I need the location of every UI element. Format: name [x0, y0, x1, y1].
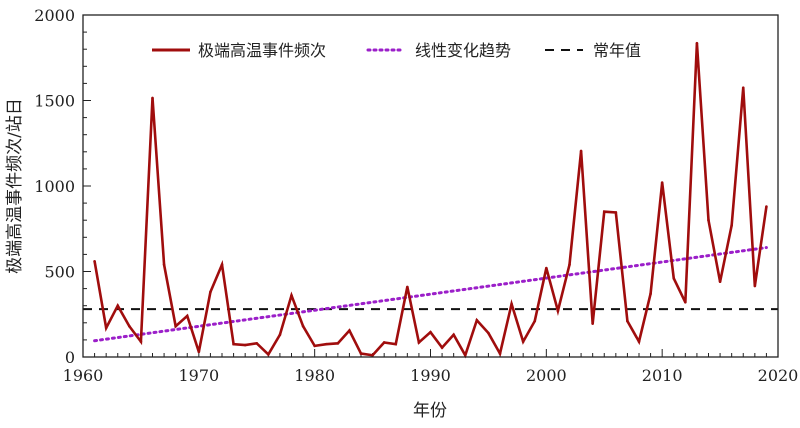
data-point: [348, 329, 351, 332]
y-tick-label: 2000: [34, 6, 75, 25]
data-point: [498, 352, 502, 355]
data-point: [174, 324, 177, 328]
data-point: [104, 326, 108, 330]
data-point: [614, 211, 618, 214]
data-point: [487, 331, 490, 335]
data-point: [128, 324, 131, 328]
y-axis-label: 极端高温事件频次/站日: [5, 98, 25, 274]
legend-label-normal: 常年值: [593, 41, 641, 60]
data-point: [290, 294, 293, 297]
data-point: [741, 86, 745, 89]
y-tick-label: 0: [65, 348, 75, 367]
plot-frame: [82, 14, 779, 358]
y-tick-label: 1500: [34, 92, 75, 111]
data-point: [417, 341, 421, 344]
data-point: [185, 314, 189, 318]
data-point: [371, 353, 374, 357]
data-point: [718, 280, 722, 284]
data-point: [684, 300, 687, 304]
data-point: [429, 330, 432, 334]
data-point: [93, 259, 96, 263]
data-point: [301, 324, 305, 328]
data-point: [568, 263, 571, 266]
x-tick-label: 1970: [178, 366, 219, 385]
data-point: [324, 342, 328, 346]
data-point: [521, 340, 525, 343]
data-point: [649, 292, 652, 296]
data-point: [510, 302, 513, 306]
data-point: [162, 263, 166, 266]
data-point: [452, 333, 455, 337]
data-point: [394, 342, 398, 346]
x-tick-label: 1960: [63, 366, 104, 385]
x-tick-label: 2020: [758, 366, 799, 385]
data-point: [660, 181, 664, 184]
data-point: [139, 340, 143, 343]
data-point: [579, 149, 583, 153]
plot-marks: [83, 41, 778, 359]
data-point: [440, 346, 444, 349]
trend-line: [93, 246, 768, 343]
data-point: [359, 352, 363, 355]
data-point: [637, 340, 641, 343]
data-point: [626, 319, 629, 323]
data-point: [533, 319, 537, 323]
data-point: [278, 333, 282, 337]
data-point: [336, 342, 340, 345]
data-point: [197, 350, 201, 354]
x-tick-label: 1980: [294, 366, 335, 385]
data-point: [116, 304, 120, 308]
data-point: [753, 284, 757, 288]
x-tick-label: 2010: [642, 366, 683, 385]
y-tick-label: 1000: [34, 177, 75, 196]
data-point: [707, 218, 710, 222]
data-point: [545, 266, 548, 270]
data-point: [475, 318, 479, 322]
data-point: [267, 353, 270, 356]
data-point: [232, 342, 235, 346]
data-point: [382, 341, 386, 344]
data-point: [765, 205, 768, 208]
data-point: [672, 277, 676, 280]
data-point: [406, 285, 409, 289]
legend-label-trend: 线性变化趋势: [415, 41, 511, 60]
data-point: [556, 309, 560, 313]
legend: 极端高温事件频次 线性变化趋势 常年值: [152, 41, 641, 60]
data-point: [151, 96, 154, 100]
x-tick-label: 2000: [526, 366, 567, 385]
data-point: [463, 353, 467, 357]
data-point: [602, 210, 606, 213]
data-point: [243, 343, 247, 347]
data-point: [730, 224, 733, 227]
axes: 1960 1970 1980 1990 2000 2010 2020 0 500 1000 1500…: [34, 6, 798, 385]
data-point: [209, 290, 212, 294]
data-point: [695, 41, 699, 45]
x-tick-label: 1990: [410, 366, 451, 385]
x-axis-label: 年份: [413, 401, 447, 421]
data-point: [220, 263, 224, 266]
legend-label-series: 极端高温事件频次: [198, 41, 326, 60]
data-point: [255, 342, 259, 345]
data-point: [313, 344, 316, 348]
data-point: [591, 322, 594, 325]
y-tick-label: 500: [44, 263, 75, 282]
